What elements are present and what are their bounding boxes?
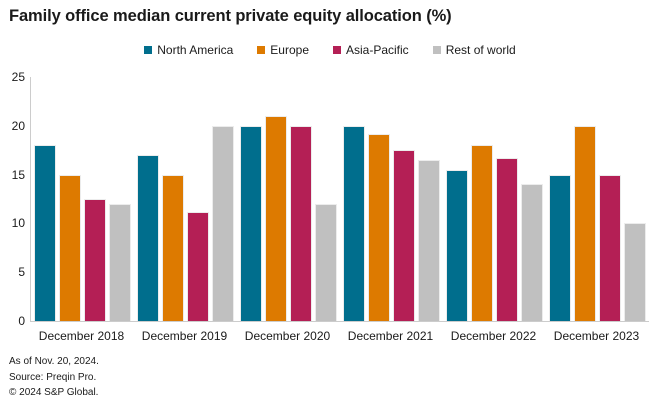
bar-north-america (240, 125, 262, 321)
bar-europe (368, 133, 390, 321)
legend-label: North America (157, 43, 234, 57)
bar-north-america (34, 145, 56, 321)
x-tick-label: December 2018 (38, 329, 125, 343)
legend-swatch-icon (432, 46, 441, 54)
x-tick-label: December 2023 (553, 329, 640, 343)
y-tick-label: 15 (11, 167, 25, 182)
bar-rest-of-world (109, 203, 131, 321)
bar-group-december-2021 (340, 77, 443, 321)
bar-europe (265, 116, 287, 321)
bar-group-december-2020 (237, 77, 340, 321)
plot-area (30, 77, 649, 322)
legend-item-asia-pacific: Asia-Pacific (333, 43, 409, 57)
bar-europe (59, 174, 81, 321)
legend-swatch-icon (144, 46, 153, 54)
bar-europe (471, 145, 493, 321)
legend-label: Asia-Pacific (346, 43, 409, 57)
bar-north-america (343, 125, 365, 321)
bar-north-america (446, 169, 468, 321)
bar-north-america (549, 174, 571, 321)
legend-item-north-america: North America (144, 43, 233, 57)
bar-rest-of-world (521, 184, 543, 321)
bar-group-december-2018 (31, 77, 134, 321)
bar-asia-pacific (187, 211, 209, 321)
legend-swatch-icon (257, 46, 266, 54)
y-tick-label: 0 (18, 313, 25, 328)
footer-source: Source: Preqin Pro. (9, 371, 97, 383)
legend-label: Rest of world (445, 43, 516, 57)
bar-group-december-2019 (134, 77, 237, 321)
bar-europe (162, 174, 184, 321)
x-tick-label: December 2019 (141, 329, 228, 343)
y-tick-label: 25 (11, 70, 25, 84)
bar-rest-of-world (212, 125, 234, 321)
bar-rest-of-world (624, 223, 646, 321)
y-tick-label: 5 (18, 265, 25, 280)
bar-rest-of-world (418, 159, 440, 321)
y-tick-label: 20 (11, 118, 25, 133)
y-tick-label: 10 (11, 216, 25, 231)
footer-as-of: As of Nov. 20, 2024. (9, 356, 99, 367)
x-tick-label: December 2021 (347, 329, 434, 343)
legend-swatch-icon (333, 46, 341, 54)
bar-group-december-2023 (546, 77, 649, 321)
legend-item-europe: Europe (257, 43, 309, 57)
bar-asia-pacific (599, 174, 621, 321)
chart-title: Family office median current private equ… (9, 7, 452, 25)
y-axis-labels: 25 20 15 10 5 0 (0, 70, 25, 328)
bar-asia-pacific (496, 158, 518, 321)
x-axis-labels: December 2018 December 2019 December 2020 D… (30, 329, 648, 343)
footer: As of Nov. 20, 2024. Source: Preqin Pro.… (9, 354, 99, 401)
x-tick-label: December 2020 (244, 329, 331, 343)
bar-asia-pacific (290, 125, 312, 321)
bar-asia-pacific (393, 150, 415, 321)
footer-copyright: © 2024 S&P Global. (9, 387, 99, 398)
legend-label: Europe (270, 43, 309, 57)
legend-item-rest-of-world: Rest of world (432, 43, 516, 57)
legend: North America Europe Asia-Pacific Rest of w… (0, 43, 660, 57)
bar-asia-pacific (84, 199, 106, 321)
x-tick-label: December 2022 (450, 329, 537, 343)
bar-north-america (137, 155, 159, 321)
bar-group-december-2022 (443, 77, 546, 321)
bar-rest-of-world (315, 203, 337, 321)
bar-europe (574, 125, 596, 321)
